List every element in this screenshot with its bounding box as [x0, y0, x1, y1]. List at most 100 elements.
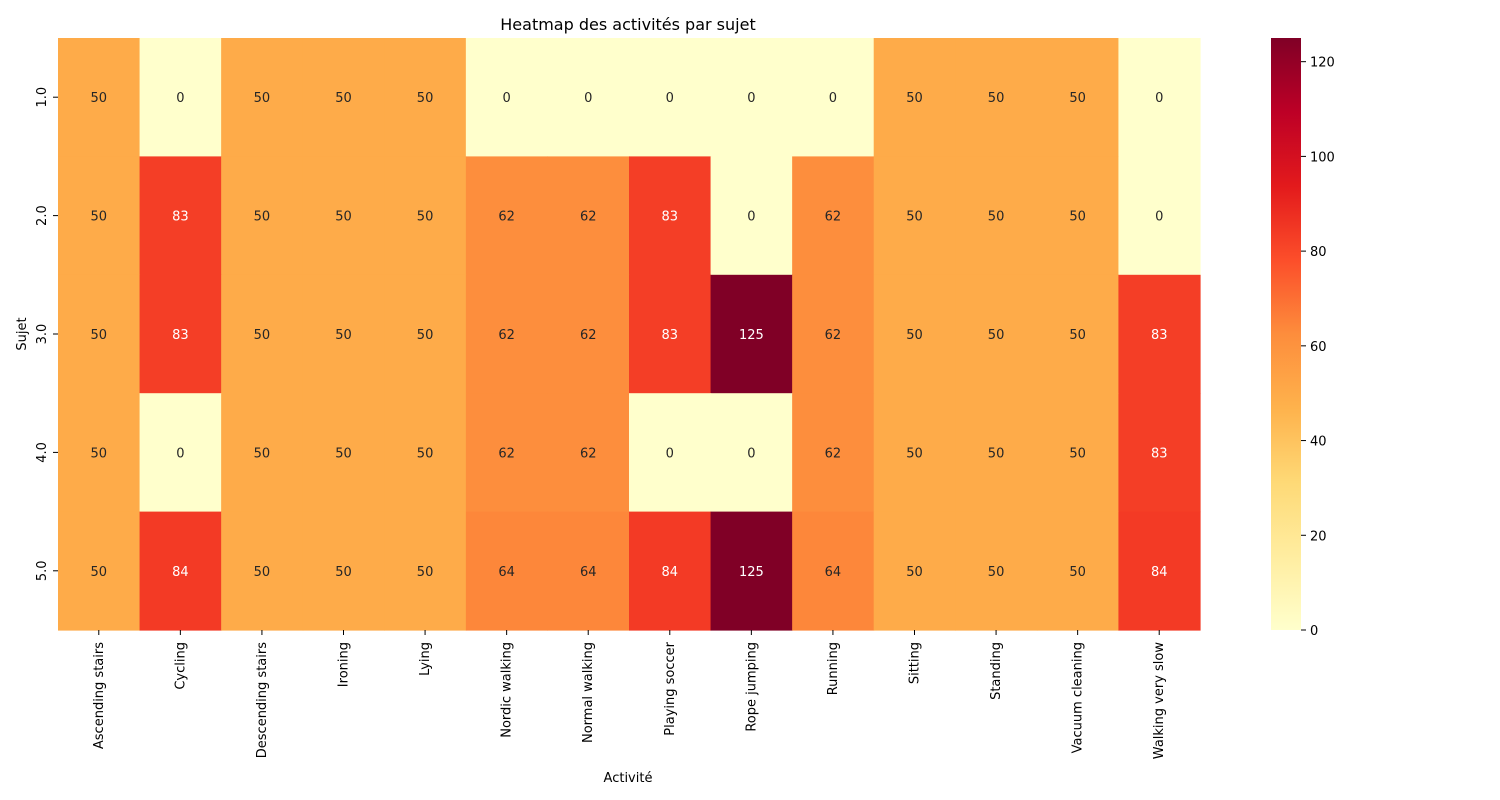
cell-value-label: 50: [91, 91, 108, 106]
cell-value-label: 0: [584, 91, 592, 106]
heatmap-cell: [873, 511, 956, 631]
x-tick-label: Vacuum cleaning: [1071, 642, 1086, 753]
colorbar-gradient: [1271, 38, 1301, 630]
heatmap-cell: [629, 393, 712, 513]
cell-value-label: 50: [335, 328, 352, 343]
cell-value-label: 50: [988, 91, 1005, 106]
x-tick-label: Running: [826, 642, 841, 695]
heatmap-cell: [710, 156, 793, 276]
colorbar-tick-label: 0: [1310, 624, 1318, 639]
heatmap-cell: [710, 393, 793, 513]
cell-value-label: 62: [825, 328, 842, 343]
cell-value-label: 50: [906, 565, 923, 580]
cell-value-label: 50: [906, 446, 923, 461]
colorbar-tick-label: 40: [1310, 435, 1327, 450]
colorbar-tick-label: 100: [1310, 150, 1335, 165]
cell-value-label: 50: [417, 210, 434, 225]
heatmap-cell: [1118, 38, 1201, 157]
cell-value-label: 83: [172, 328, 189, 343]
heatmap-cell: [547, 393, 630, 513]
cell-value-label: 0: [176, 446, 184, 461]
cell-value-label: 125: [739, 565, 764, 580]
heatmap-cell: [221, 38, 304, 157]
heatmap-cell: [873, 38, 956, 157]
y-tick-label: 2.0: [35, 205, 50, 226]
cell-value-label: 50: [1069, 328, 1086, 343]
heatmap-cell: [1036, 156, 1120, 276]
heatmap-cell: [302, 38, 385, 157]
cell-value-label: 50: [1069, 210, 1086, 225]
heatmap-cell: [302, 511, 385, 631]
cell-value-label: 83: [662, 210, 679, 225]
heatmap-cell: [1118, 274, 1201, 394]
cell-value-label: 84: [172, 565, 189, 580]
cell-value-label: 64: [498, 565, 515, 580]
heatmap-cell: [955, 38, 1038, 157]
cell-value-label: 50: [335, 91, 352, 106]
heatmap-cell: [955, 156, 1038, 276]
cell-value-label: 50: [1069, 91, 1086, 106]
heatmap-cell: [465, 393, 549, 513]
y-tick-label: 3.0: [35, 324, 50, 345]
cell-value-label: 50: [417, 328, 434, 343]
heatmap-cell: [955, 393, 1038, 513]
x-axis-label: Activité: [604, 771, 653, 786]
x-tick-label: Lying: [418, 642, 433, 676]
cell-value-label: 62: [498, 210, 515, 225]
heatmap-cell: [302, 274, 385, 394]
cell-value-label: 62: [580, 210, 597, 225]
heatmap-cell: [873, 274, 956, 394]
cell-value-label: 50: [417, 446, 434, 461]
heatmap-cell: [710, 274, 793, 394]
heatmap-cell: [221, 393, 304, 513]
cell-value-label: 50: [988, 210, 1005, 225]
heatmap-cell: [1036, 38, 1120, 157]
heatmap-cell: [465, 156, 549, 276]
y-tick-label: 1.0: [35, 87, 50, 108]
x-tick-label: Standing: [989, 642, 1004, 700]
y-tick-label: 4.0: [35, 442, 50, 463]
heatmap-cell: [792, 511, 875, 631]
heatmap-cell: [58, 393, 141, 513]
heatmap-cell: [58, 511, 141, 631]
cell-value-label: 50: [91, 446, 108, 461]
cell-value-label: 50: [335, 446, 352, 461]
cell-value-label: 50: [988, 446, 1005, 461]
heatmap-cell: [221, 511, 304, 631]
heatmap-cell: [955, 274, 1038, 394]
heatmap-cell: [384, 393, 467, 513]
cell-value-label: 50: [988, 565, 1005, 580]
heatmap-cell: [302, 156, 385, 276]
heatmap-cell: [1036, 511, 1120, 631]
cell-value-label: 50: [417, 565, 434, 580]
cell-value-label: 0: [666, 91, 674, 106]
cell-value-label: 50: [335, 565, 352, 580]
x-tick-label: Cycling: [173, 642, 188, 690]
cell-value-label: 50: [91, 328, 108, 343]
heatmap-cell: [955, 511, 1038, 631]
x-tick-label: Ascending stairs: [92, 642, 107, 749]
heatmap-cell: [465, 511, 549, 631]
x-tick-label: Rope jumping: [744, 642, 759, 732]
cell-value-label: 0: [747, 91, 755, 106]
heatmap-cell: [629, 511, 712, 631]
cell-value-label: 50: [906, 328, 923, 343]
heatmap-cell: [465, 38, 549, 157]
cell-value-label: 0: [747, 210, 755, 225]
heatmap-cell: [139, 38, 222, 157]
x-tick-label: Walking very slow: [1152, 642, 1167, 760]
colorbar-tick-label: 120: [1310, 56, 1335, 71]
cell-value-label: 62: [580, 446, 597, 461]
cell-value-label: 50: [906, 210, 923, 225]
cell-value-label: 50: [254, 328, 271, 343]
heatmap-cell: [302, 393, 385, 513]
cell-value-label: 83: [172, 210, 189, 225]
cell-value-label: 0: [1155, 210, 1163, 225]
cell-value-label: 125: [739, 328, 764, 343]
cell-value-label: 50: [906, 91, 923, 106]
heatmap-cell: [547, 274, 630, 394]
heatmap-cell: [384, 156, 467, 276]
heatmap-cell: [792, 156, 875, 276]
heatmap-cell: [629, 274, 712, 394]
